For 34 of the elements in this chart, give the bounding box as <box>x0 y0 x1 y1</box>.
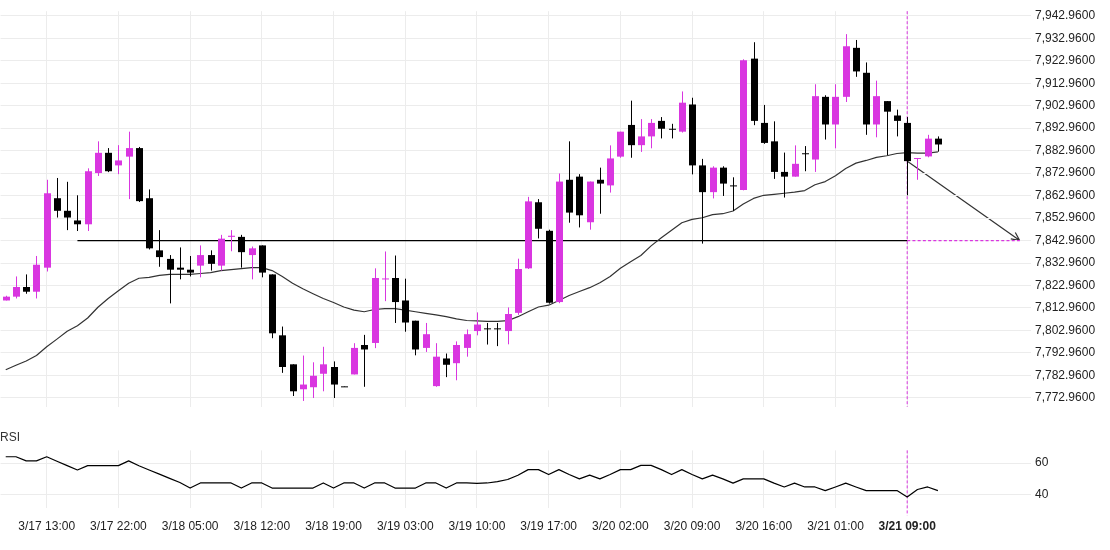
x-tick-label: 3/18 05:00 <box>161 519 219 534</box>
x-tick-label: 3/18 19:00 <box>305 519 363 534</box>
y-tick-label: 7,832.9600 <box>1035 255 1096 270</box>
y-tick-label: 7,852.9600 <box>1035 210 1096 225</box>
x-tick-label: 3/21 09:00 <box>878 519 937 534</box>
y-tick-label: 7,892.9600 <box>1035 120 1096 135</box>
x-tick-label: 3/17 22:00 <box>90 519 148 534</box>
y-tick-label: 40 <box>1035 487 1049 502</box>
y-tick-label: 7,882.9600 <box>1035 142 1096 157</box>
y-tick-label: 7,772.9600 <box>1035 390 1096 405</box>
y-tick-label: 7,812.9600 <box>1035 300 1096 315</box>
y-tick-label: 7,872.9600 <box>1035 165 1096 180</box>
x-tick-label: 3/20 16:00 <box>735 519 793 534</box>
x-tick-label: 3/20 02:00 <box>592 519 650 534</box>
x-tick-label: 3/18 12:00 <box>233 519 291 534</box>
x-tick-label: 3/19 10:00 <box>448 519 506 534</box>
y-tick-label: 7,902.9600 <box>1035 98 1096 113</box>
y-tick-label: 7,802.9600 <box>1035 322 1096 337</box>
x-tick-label: 3/17 13:00 <box>18 519 76 534</box>
y-tick-label: 7,792.9600 <box>1035 345 1096 360</box>
y-tick-label: 7,942.9600 <box>1035 8 1096 23</box>
y-tick-label: 7,912.9600 <box>1035 75 1096 90</box>
y-tick-label: 7,822.9600 <box>1035 277 1096 292</box>
y-tick-label: 7,782.9600 <box>1035 367 1096 382</box>
x-tick-label: 3/20 09:00 <box>663 519 721 534</box>
y-tick-label: 60 <box>1035 455 1049 470</box>
y-tick-label: 7,862.9600 <box>1035 187 1096 202</box>
y-tick-label: 7,922.9600 <box>1035 53 1096 68</box>
x-tick-label: 3/19 03:00 <box>376 519 434 534</box>
chart-title: RSI <box>0 429 21 444</box>
y-tick-label: 7,932.9600 <box>1035 30 1096 45</box>
x-tick-label: 3/21 01:00 <box>807 519 865 534</box>
x-tick-label: 3/19 17:00 <box>520 519 578 534</box>
y-tick-label: 7,842.9600 <box>1035 232 1096 247</box>
